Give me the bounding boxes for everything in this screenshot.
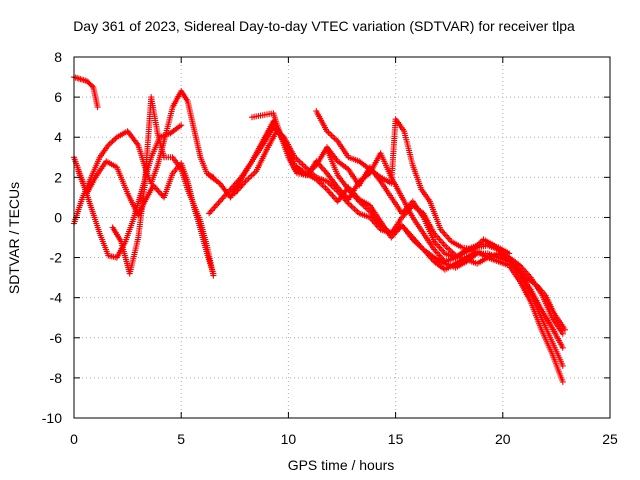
y-tick-label: 6 (54, 89, 62, 105)
series-arc-8 (231, 126, 566, 385)
y-tick-label: -10 (42, 410, 62, 426)
x-tick-label: 20 (495, 431, 511, 447)
series-markers (313, 108, 568, 333)
y-tick-label: 2 (54, 169, 62, 185)
y-tick-label: -4 (50, 290, 63, 306)
y-tick-label: -8 (50, 370, 63, 386)
y-tick-label: -2 (50, 250, 63, 266)
series-markers (231, 126, 566, 385)
x-tick-label: 0 (70, 431, 78, 447)
series-arc-11 (324, 146, 566, 369)
series-markers (71, 74, 101, 111)
x-tick-label: 5 (177, 431, 185, 447)
x-tick-label: 10 (281, 431, 297, 447)
x-tick-label: 25 (602, 431, 618, 447)
y-tick-label: -6 (50, 330, 63, 346)
series-markers (109, 94, 217, 279)
y-tick-label: 0 (54, 209, 62, 225)
x-tick-label: 15 (388, 431, 404, 447)
data-series (71, 74, 568, 385)
series-markers (324, 146, 566, 369)
y-tick-labels: 8 6 4 2 0 -2 -4 -6 -8 -10 (42, 49, 62, 426)
y-tick-label: 8 (54, 49, 62, 65)
series-arc-5 (109, 94, 217, 279)
y-tick-label: 4 (54, 129, 62, 145)
x-tick-labels: 0 5 10 15 20 25 (70, 431, 618, 447)
series-arc-10 (313, 108, 568, 333)
y-axis-label: SDTVAR / TECUs (6, 182, 22, 294)
plot-frame (73, 56, 611, 419)
x-axis-label: GPS time / hours (288, 457, 395, 473)
chart-title: Day 361 of 2023, Sidereal Day-to-day VTE… (73, 18, 575, 34)
tick-marks (73, 56, 611, 419)
series-arc-1 (71, 74, 101, 111)
